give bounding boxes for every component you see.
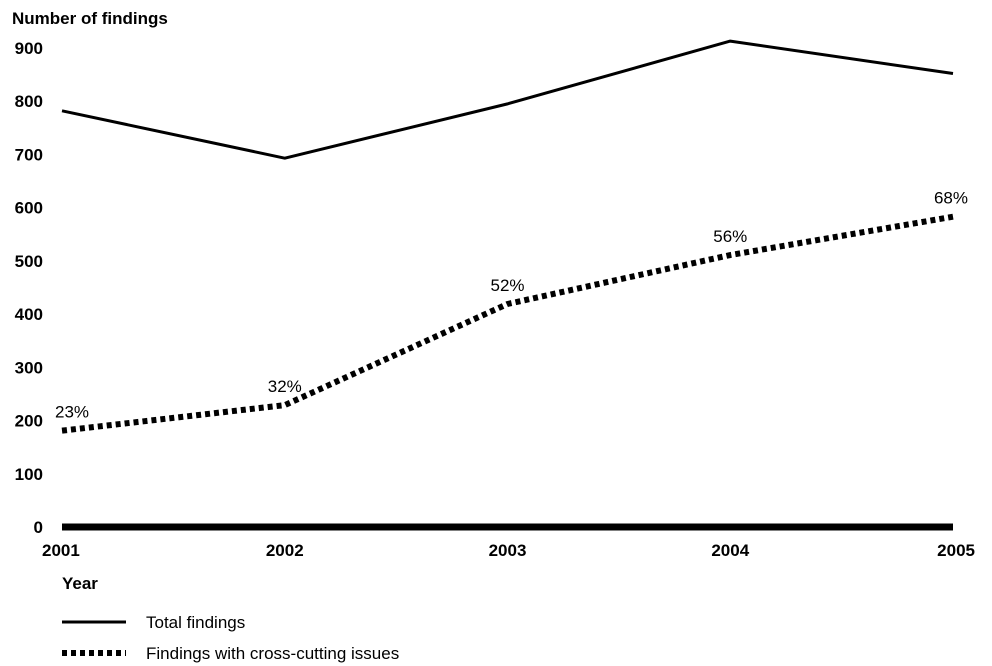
y-tick-label: 300: [15, 358, 43, 377]
y-tick-label: 100: [15, 465, 43, 484]
y-tick-label: 700: [15, 145, 43, 164]
legend: Total findings Findings with cross-cuttin…: [62, 613, 399, 663]
x-tick-label: 2001: [42, 541, 80, 560]
legend-label: Findings with cross-cutting issues: [146, 644, 399, 663]
legend-item: Findings with cross-cutting issues: [62, 644, 399, 663]
data-label: 52%: [490, 276, 524, 295]
x-axis-ticks: 2001 2002 2003 2004 2005: [42, 541, 975, 560]
x-axis-title: Year: [62, 574, 98, 593]
series-line-total: [62, 41, 953, 158]
y-axis-ticks: 0 100 200 300 400 500 600 700 800 900: [15, 39, 43, 537]
y-tick-label: 900: [15, 39, 43, 58]
legend-label: Total findings: [146, 613, 245, 632]
y-tick-label: 200: [15, 412, 43, 431]
y-tick-label: 500: [15, 252, 43, 271]
data-label: 68%: [934, 189, 968, 208]
y-tick-label: 0: [34, 518, 43, 537]
series-line-cross-cutting: [62, 217, 953, 431]
data-label: 32%: [268, 377, 302, 396]
y-tick-label: 400: [15, 305, 43, 324]
y-tick-label: 800: [15, 92, 43, 111]
x-tick-label: 2002: [266, 541, 304, 560]
legend-item: Total findings: [62, 613, 245, 632]
x-tick-label: 2003: [489, 541, 527, 560]
x-tick-label: 2005: [937, 541, 975, 560]
x-tick-label: 2004: [711, 541, 749, 560]
series-layer: [62, 41, 953, 431]
y-tick-label: 600: [15, 199, 43, 218]
y-axis-title: Number of findings: [12, 9, 168, 28]
data-label: 56%: [713, 227, 747, 246]
data-label: 23%: [55, 403, 89, 422]
